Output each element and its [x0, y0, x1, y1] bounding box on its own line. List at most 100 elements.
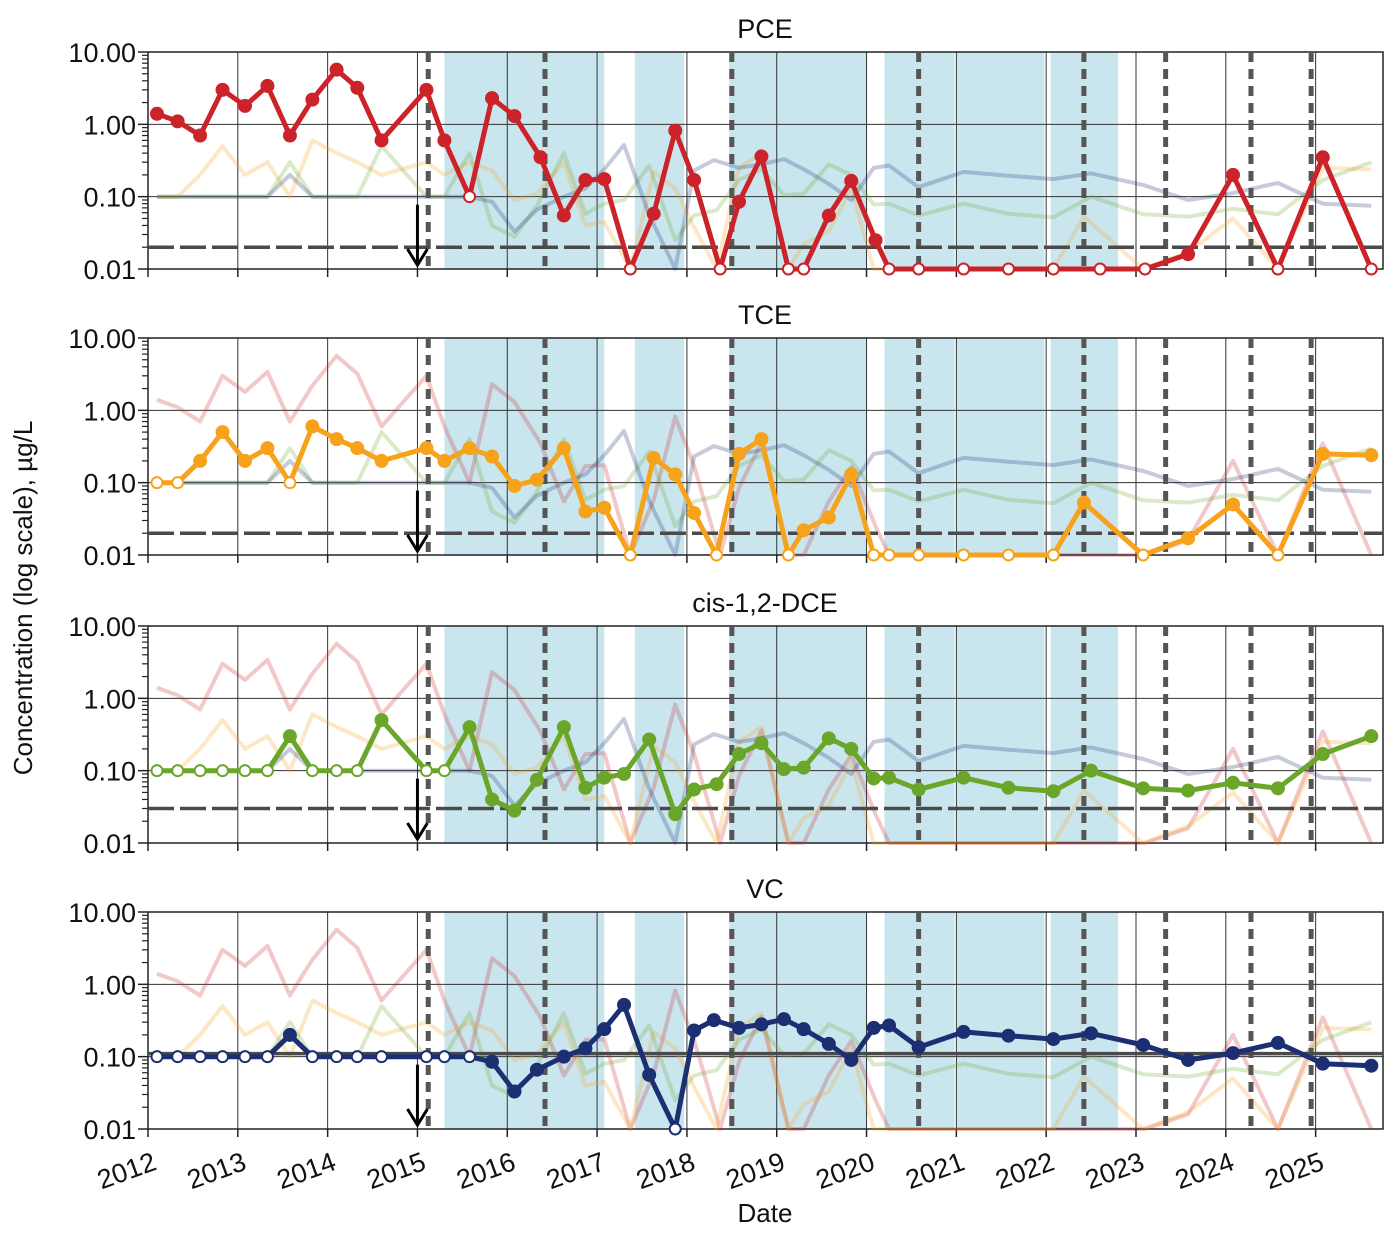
data-point [1136, 1037, 1151, 1052]
x-axis-label: Date [738, 1198, 793, 1228]
data-point [282, 128, 297, 143]
arrow-head [406, 248, 429, 268]
nondetect-point [713, 262, 727, 276]
nondetect-point [1136, 548, 1150, 562]
data-point [911, 1040, 926, 1055]
data-point [238, 98, 253, 113]
data-point [732, 746, 747, 761]
data-point [260, 441, 275, 456]
data-point [578, 1041, 593, 1056]
data-point [882, 1018, 896, 1033]
nondetect-point [623, 548, 637, 562]
nondetect-point [912, 548, 926, 562]
nondetect-point [1364, 262, 1378, 276]
y-tick-label: 1.00 [83, 684, 136, 714]
context-series-line [157, 430, 1372, 529]
data-point [507, 1084, 522, 1099]
nondetect-point [912, 262, 926, 276]
y-tick-label: 0.01 [83, 541, 136, 571]
data-point [485, 792, 500, 807]
nondetect-point [882, 548, 896, 562]
data-point [754, 432, 769, 447]
data-point [687, 172, 702, 187]
nondetect-point [1271, 548, 1285, 562]
plot-frame [147, 51, 1384, 270]
data-point [1136, 781, 1151, 796]
data-point [597, 172, 612, 187]
data-point [868, 233, 883, 248]
data-point [1046, 1032, 1061, 1047]
nondetect-point [419, 764, 433, 778]
nondetect-point [171, 764, 185, 778]
data-point [597, 770, 612, 785]
data-point [1226, 497, 1241, 512]
x-tick-label: 2017 [542, 1146, 609, 1195]
data-point [437, 133, 452, 148]
nondetect-point [957, 548, 971, 562]
data-point [462, 441, 477, 456]
shaded-period [634, 338, 685, 555]
data-point [1364, 729, 1379, 744]
data-point [1315, 150, 1330, 165]
nondetect-point [193, 1050, 207, 1064]
data-point [578, 780, 593, 795]
x-tick-label: 2015 [363, 1146, 430, 1195]
data-point [1364, 1058, 1379, 1073]
data-point [706, 1013, 721, 1028]
data-point [844, 1052, 859, 1067]
data-point [529, 1062, 544, 1077]
panel-cis-1-2-dce: 0.01 0.10 1.00 10.00 cis-1,2-DCE [68, 588, 1384, 859]
arrow-head [406, 534, 429, 554]
data-point [1001, 780, 1016, 795]
data-point [1181, 1052, 1196, 1067]
x-tick-label: 2018 [632, 1146, 699, 1195]
nondetect-point [1271, 262, 1285, 276]
data-point [821, 1036, 836, 1051]
data-point [529, 472, 544, 487]
data-point [1315, 446, 1330, 461]
data-point [329, 432, 344, 447]
data-point [350, 80, 365, 95]
shaded-period [956, 338, 1045, 555]
y-tick-label: 1.00 [83, 110, 136, 140]
x-tick-label: 2020 [812, 1146, 879, 1195]
data-point [1181, 783, 1196, 798]
nondetect-point [150, 476, 164, 490]
data-point [485, 1054, 500, 1069]
nondetect-point [1093, 262, 1107, 276]
nondetect-point [238, 764, 252, 778]
y-tick-label: 10.00 [68, 38, 136, 68]
data-point [1270, 781, 1285, 796]
data-point [419, 441, 434, 456]
nondetect-point [150, 1050, 164, 1064]
x-tick-label: 2019 [722, 1146, 789, 1195]
nondetect-point [797, 262, 811, 276]
data-point [796, 523, 811, 538]
x-tick-label: 2012 [93, 1146, 160, 1195]
data-point [844, 173, 859, 188]
nondetect-point [260, 764, 274, 778]
panel-title: cis-1,2-DCE [692, 588, 838, 618]
panel-title: VC [746, 874, 784, 904]
data-point [507, 478, 522, 493]
nondetect-point [882, 262, 896, 276]
data-point [260, 78, 275, 93]
shaded-period [444, 912, 605, 1129]
context-series-line [156, 641, 1374, 845]
nondetect-point [463, 190, 477, 204]
context-series-line [157, 428, 1372, 557]
nondetect-point [305, 1050, 319, 1064]
nondetect-point [305, 764, 319, 778]
x-tick-label: 2013 [183, 1146, 250, 1195]
nondetect-point [216, 1050, 230, 1064]
nondetect-point [437, 764, 451, 778]
data-point [1084, 763, 1099, 778]
shaded-period [444, 626, 605, 843]
nondetect-point [419, 1050, 433, 1064]
data-point [556, 441, 571, 456]
x-tick-label: 2023 [1081, 1146, 1148, 1195]
y-tick-label: 10.00 [68, 612, 136, 642]
data-point [350, 441, 365, 456]
data-point [1084, 1026, 1099, 1041]
